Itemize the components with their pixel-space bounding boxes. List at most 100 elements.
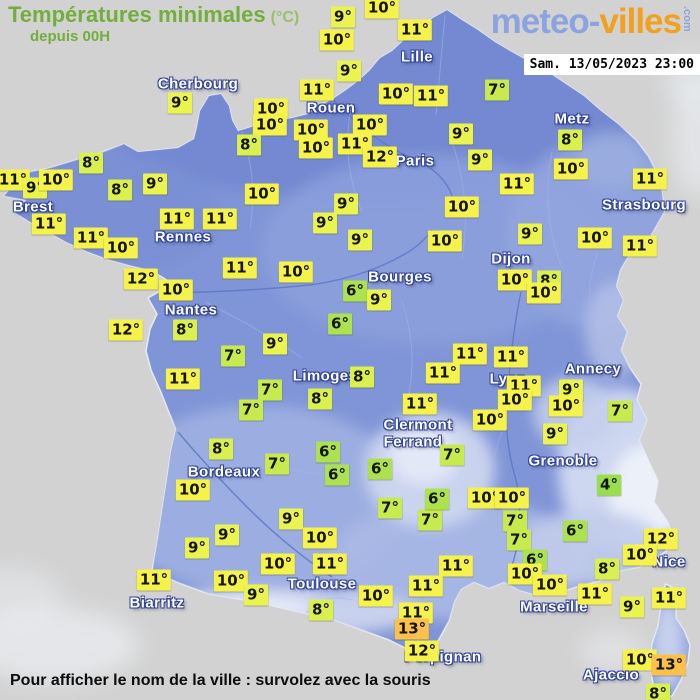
temp-label[interactable]: 9° (185, 537, 209, 559)
temp-label[interactable]: 11° (452, 343, 488, 365)
temp-label[interactable]: 8° (173, 319, 197, 341)
temp-label[interactable]: 12° (123, 268, 159, 290)
temp-label[interactable]: 10° (378, 83, 414, 105)
temp-label[interactable]: 10° (260, 553, 296, 575)
temp-label[interactable]: 10° (358, 585, 394, 607)
temp-label[interactable]: 10° (352, 114, 388, 136)
temp-label[interactable]: 11° (312, 553, 348, 575)
temp-label[interactable]: 7° (265, 453, 289, 475)
temp-label[interactable]: 9° (313, 212, 337, 234)
temp-label[interactable]: 12° (643, 528, 679, 550)
temp-label[interactable]: 9° (620, 596, 644, 618)
temp-label[interactable]: 7° (507, 529, 531, 551)
temp-label[interactable]: 10° (278, 261, 314, 283)
temp-label[interactable]: 11° (402, 393, 438, 415)
temp-label[interactable]: 9° (263, 333, 287, 355)
temp-label[interactable]: 11° (222, 257, 258, 279)
temp-label[interactable]: 12° (362, 146, 398, 168)
temp-label[interactable]: 10° (175, 479, 211, 501)
temp-label[interactable]: 6° (325, 464, 349, 486)
temp-label[interactable]: 11° (413, 85, 449, 107)
temp-label[interactable]: 6° (343, 280, 367, 302)
temp-label[interactable]: 10° (526, 282, 562, 304)
temp-label[interactable]: 9° (518, 223, 542, 245)
temp-label[interactable]: 11° (299, 79, 335, 101)
temp-label[interactable]: 9° (449, 123, 473, 145)
temp-label[interactable]: 13° (651, 654, 687, 676)
temp-label[interactable]: 10° (364, 0, 400, 19)
temp-label[interactable]: 7° (239, 399, 263, 421)
temp-label[interactable]: 11° (136, 569, 172, 591)
temp-label[interactable]: 10° (427, 230, 463, 252)
temp-label[interactable]: 6° (328, 313, 352, 335)
temp-label[interactable]: 11° (651, 587, 687, 609)
temp-label[interactable]: 11° (398, 602, 434, 624)
temp-label[interactable]: 8° (237, 134, 261, 156)
temp-label[interactable]: 10° (302, 527, 338, 549)
temp-label[interactable]: 9° (244, 584, 268, 606)
temp-label[interactable]: 6° (316, 441, 340, 463)
temp-label[interactable]: 10° (497, 269, 533, 291)
temp-label[interactable]: 11° (622, 235, 658, 257)
temp-label[interactable]: 10° (252, 114, 288, 136)
temp-label[interactable]: 6° (563, 520, 587, 542)
temp-label[interactable]: 10° (319, 29, 355, 51)
temp-label[interactable]: 7° (258, 379, 282, 401)
temp-label[interactable]: 9° (334, 193, 358, 215)
temp-label[interactable]: 9° (543, 423, 567, 445)
temp-label[interactable]: 11° (159, 208, 195, 230)
temp-label[interactable]: 9° (143, 173, 167, 195)
meteo-villes-logo[interactable]: meteo-villes .com (491, 2, 693, 42)
temp-label[interactable]: 7° (485, 79, 509, 101)
temp-label[interactable]: 11° (493, 346, 529, 368)
temp-label[interactable]: 8° (558, 129, 582, 151)
temp-label[interactable]: 11° (202, 208, 238, 230)
temp-label[interactable]: 9° (559, 379, 583, 401)
temp-label[interactable]: 10° (467, 487, 503, 509)
temp-label[interactable]: 11° (408, 575, 444, 597)
temp-label[interactable]: 10° (293, 119, 329, 141)
temp-label[interactable]: 12° (108, 319, 144, 341)
temp-label[interactable]: 10° (472, 409, 508, 431)
temp-label[interactable]: 9° (279, 508, 303, 530)
temp-label[interactable]: 11° (499, 173, 535, 195)
temp-label[interactable]: 9° (337, 60, 361, 82)
temp-label[interactable]: 9° (215, 524, 239, 546)
temp-label[interactable]: 10° (577, 227, 613, 249)
temp-label[interactable]: 7° (378, 497, 402, 519)
temp-label[interactable]: 4° (597, 474, 621, 496)
temp-label[interactable]: 10° (497, 389, 533, 411)
temp-label[interactable]: 10° (298, 137, 334, 159)
temp-label[interactable]: 11° (577, 583, 613, 605)
temp-label[interactable]: 9° (367, 289, 391, 311)
temp-label[interactable]: 8° (308, 388, 332, 410)
temp-label[interactable]: 13° (394, 618, 430, 640)
temp-label[interactable]: 8° (79, 152, 103, 174)
temp-label[interactable]: 8° (350, 366, 374, 388)
temp-label[interactable]: 8° (595, 558, 619, 580)
temp-label[interactable]: 7° (503, 510, 527, 532)
temp-label[interactable]: 10° (548, 395, 584, 417)
temp-label[interactable]: 8° (309, 599, 333, 621)
temp-label[interactable]: 10° (444, 196, 480, 218)
temp-label[interactable]: 11° (438, 555, 474, 577)
temp-label[interactable]: 9° (331, 6, 355, 28)
temp-label[interactable]: 10° (253, 98, 289, 120)
temp-label[interactable]: 9° (468, 149, 492, 171)
temp-label[interactable]: 11° (0, 169, 31, 191)
temp-label[interactable]: 8° (108, 179, 132, 201)
temp-label[interactable]: 10° (494, 487, 530, 509)
temp-label[interactable]: 6° (425, 488, 449, 510)
temp-label[interactable]: 10° (622, 544, 658, 566)
temp-label[interactable]: 11° (632, 168, 668, 190)
temp-label[interactable]: 9° (168, 92, 192, 114)
temp-label[interactable]: 10° (158, 279, 194, 301)
temp-label[interactable]: 11° (73, 227, 109, 249)
temp-label[interactable]: 10° (244, 183, 280, 205)
temp-label[interactable]: 11° (425, 362, 461, 384)
temp-label[interactable]: 7° (221, 345, 245, 367)
temp-label[interactable]: 11° (165, 368, 201, 390)
temp-label[interactable]: 7° (440, 444, 464, 466)
temp-label[interactable]: 7° (608, 400, 632, 422)
temp-label[interactable]: 8° (209, 438, 233, 460)
